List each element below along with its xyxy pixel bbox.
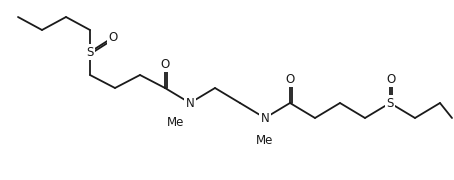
Text: Me: Me [168,116,185,129]
Text: O: O [386,73,395,86]
Text: S: S [86,46,94,58]
Text: O: O [160,57,170,71]
Text: N: N [261,111,269,125]
Text: N: N [186,96,194,109]
Text: O: O [286,73,295,86]
Text: Me: Me [257,134,274,147]
Text: S: S [386,96,394,109]
Text: O: O [109,30,118,44]
